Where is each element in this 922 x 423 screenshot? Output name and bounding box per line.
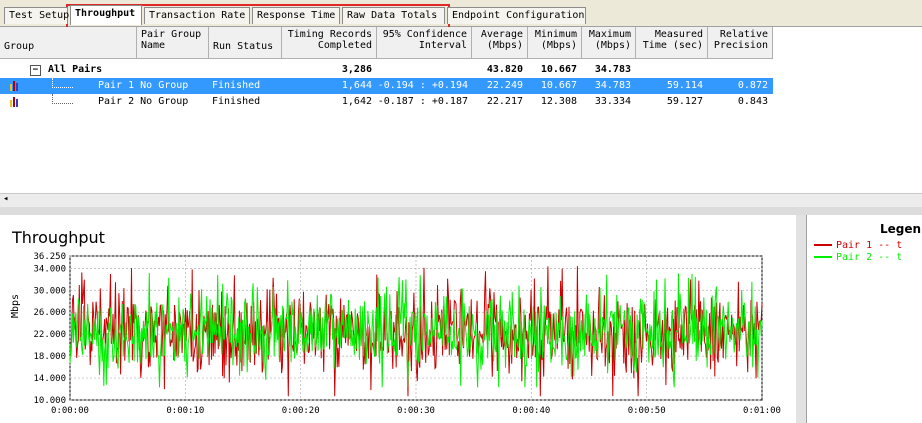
column-header[interactable]: Measured Time (sec) [636,27,708,59]
y-tick-label: 10.000 [33,396,66,406]
average-mbps: 22.249 [486,80,523,91]
y-tick-label: 14.000 [33,374,66,384]
tab-test-setup[interactable]: Test Setup [4,7,69,24]
legend-pane [806,215,922,423]
x-tick-label: 0:00:30 [397,406,435,416]
column-header[interactable]: Pair Group Name [137,27,209,59]
column-header[interactable]: Relative Precision [708,27,773,59]
x-tick-label: 0:00:00 [51,406,89,416]
measured-time: 59.127 [666,96,703,107]
results-grid: Group Pair Group Name Run Status Timing Rec… [0,27,922,207]
y-tick-label: 30.000 [33,286,66,296]
legend-label: Pair 2 -- t [836,252,903,263]
collapse-icon[interactable]: − [30,65,41,76]
legend-item: Pair 2 -- t [814,252,902,263]
legend-swatch [814,256,832,258]
column-header[interactable]: Timing Records Completed [282,27,377,59]
pair-bars-icon [10,97,20,107]
x-tick-label: 0:01:00 [743,406,781,416]
group-average: 43.820 [486,64,523,75]
run-status: Finished [212,96,261,107]
legend-item: Pair 1 -- t [814,240,902,251]
records-completed: 1,644 [341,80,372,91]
x-tick-label: 0:00:10 [166,406,204,416]
x-tick-label: 0:00:40 [512,406,550,416]
tab-response-time[interactable]: Response Time [252,7,340,24]
series-line-2 [69,273,763,388]
pair-bars-icon [10,81,20,91]
column-header[interactable]: 95% Confidence Interval [377,27,472,59]
legend-splitter[interactable] [796,215,806,423]
y-tick-label: 18.000 [33,352,66,362]
confidence-interval: -0.194 : +0.194 [377,80,468,91]
pair-name: Pair 1 No Group [98,80,189,91]
pair-name: Pair 2 No Group [98,96,189,107]
x-tick-label: 0:00:20 [282,406,320,416]
tab-throughput[interactable]: Throughput [70,5,142,25]
legend-swatch [814,244,832,246]
column-header[interactable]: Maximum (Mbps) [582,27,636,59]
confidence-interval: -0.187 : +0.187 [377,96,468,107]
table-row[interactable]: Pair 2 No Group Finished 1,642 -0.187 : +0.… [0,94,773,110]
table-row[interactable]: Pair 1 No Group Finished 1,644 -0.194 : +0.… [0,78,773,94]
column-header[interactable]: Run Status [209,27,282,59]
legend-title: Legen [880,222,922,236]
maximum-mbps: 33.334 [594,96,631,107]
relative-precision: 0.872 [737,80,768,91]
y-tick-label: 36.250 [33,252,66,262]
average-mbps: 22.217 [486,96,523,107]
group-row[interactable]: − All Pairs 3,286 43.820 10.667 34.783 [0,62,773,78]
column-header[interactable]: Average (Mbps) [472,27,528,59]
y-tick-label: 22.000 [33,330,66,340]
maximum-mbps: 34.783 [594,80,631,91]
column-header[interactable]: Minimum (Mbps) [528,27,582,59]
pane-splitter[interactable] [0,207,922,215]
tab-endpoint-configuration[interactable]: Endpoint Configuration [447,7,586,24]
minimum-mbps: 10.667 [540,80,577,91]
run-status: Finished [212,80,261,91]
y-tick-label: 26.000 [33,308,66,318]
measured-time: 59.114 [666,80,703,91]
y-tick-label: 34.000 [33,264,66,274]
column-header[interactable]: Group [0,27,137,59]
throughput-chart: 36.250 34.000 30.000 26.000 22.000 18.000 14.0… [33,252,781,416]
horizontal-scrollbar[interactable]: ◂ [0,193,922,208]
tab-transaction-rate[interactable]: Transaction Rate [144,7,250,24]
minimum-mbps: 12.308 [540,96,577,107]
group-maximum: 34.783 [594,64,631,75]
relative-precision: 0.843 [737,96,768,107]
group-records: 3,286 [341,64,372,75]
tree-connector [52,94,73,104]
x-tick-label: 0:00:50 [628,406,666,416]
tree-connector [52,78,73,88]
legend-label: Pair 1 -- t [836,240,903,251]
group-label: All Pairs [48,64,103,75]
chart-title: Throughput [12,228,105,247]
group-minimum: 10.667 [540,64,577,75]
scroll-left-arrow-icon[interactable]: ◂ [3,194,9,204]
tab-raw-data-totals[interactable]: Raw Data Totals [342,7,445,24]
records-completed: 1,642 [341,96,372,107]
